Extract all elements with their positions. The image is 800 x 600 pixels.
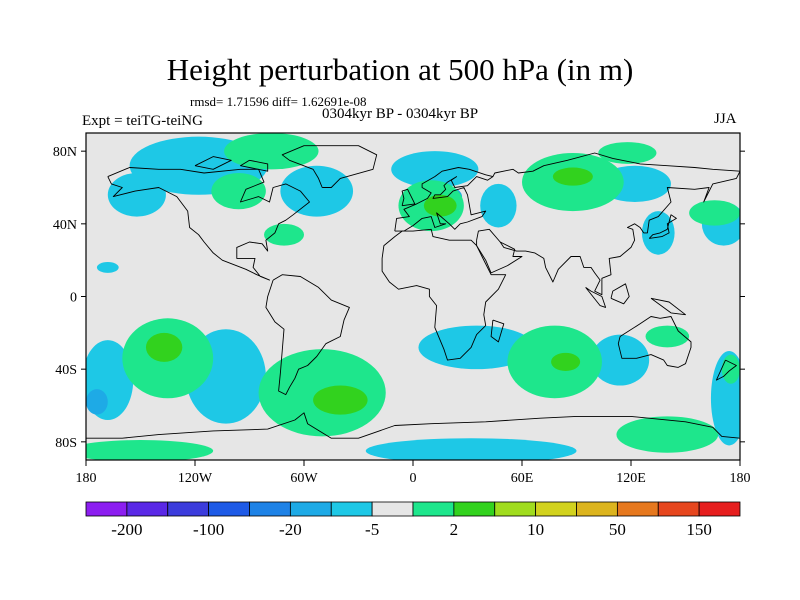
strong-positive-anomaly-region	[552, 167, 593, 186]
lon-tick-label: 60E	[511, 471, 534, 486]
lon-tick-label: 180	[730, 471, 751, 486]
coastline	[381, 228, 507, 361]
lon-tick-label: 60W	[290, 471, 318, 486]
lon-tick-label: 120E	[616, 471, 646, 486]
map-panel	[85, 132, 741, 461]
colorbar-label: -100	[193, 520, 224, 539]
coastline	[715, 359, 737, 381]
colorbar-box	[494, 501, 537, 517]
colorbar-label: -200	[111, 520, 142, 539]
coastline	[490, 319, 505, 343]
negative-anomaly-region	[418, 325, 535, 370]
colorbar-label: 150	[686, 520, 712, 539]
colorbar-box	[167, 501, 210, 517]
experiment-label: Expt = teiTG-teiNG	[82, 113, 203, 129]
coastline	[107, 167, 310, 281]
strong-positive-anomaly-region	[551, 352, 581, 371]
coastline	[476, 228, 523, 274]
strong-positive-anomaly-region	[313, 385, 368, 415]
lat-tick-label: 80S	[55, 436, 77, 451]
coastline	[239, 159, 269, 172]
positive-anomaly-region	[616, 416, 719, 453]
strong-negative-anomaly-region	[86, 389, 108, 415]
coastlines	[86, 145, 740, 439]
coastline	[610, 283, 630, 305]
colorbar-box	[371, 501, 414, 517]
positive-anomaly-region	[211, 172, 266, 210]
lon-tick-label: 0	[410, 471, 417, 486]
strong-positive-anomaly-region	[423, 194, 457, 217]
positive-anomaly-region	[598, 142, 657, 164]
axis-ticks: 80N 40N 0 40S 80S 180 120W 60W 0 60E 120E 180	[53, 145, 751, 486]
colorbar-box	[453, 501, 496, 517]
lat-tick-label: 40S	[55, 363, 77, 378]
positive-anomaly-region	[86, 440, 214, 460]
negative-anomaly-region	[391, 151, 479, 188]
colorbar-label: -5	[365, 520, 379, 539]
colorbar-label: 10	[527, 520, 544, 539]
coastline	[650, 297, 686, 316]
coastline	[86, 412, 740, 439]
colorbar-box	[85, 501, 128, 517]
positive-anomaly-region	[264, 223, 304, 246]
negative-anomaly-region	[365, 438, 577, 460]
colorbar-label: 2	[450, 520, 459, 539]
strong-positive-anomaly-region	[145, 332, 183, 362]
lat-tick-label: 80N	[53, 145, 77, 160]
negative-anomaly-region	[107, 172, 166, 217]
page-title: Height perturbation at 500 hPa (in m)	[166, 52, 634, 87]
lat-tick-label: 40N	[53, 218, 77, 233]
negative-anomaly-region	[480, 183, 517, 228]
colorbar-box	[535, 501, 577, 517]
negative-anomaly-region	[591, 334, 650, 386]
coastline	[585, 287, 607, 308]
colorbar-box	[208, 501, 250, 517]
coastline	[401, 188, 416, 207]
coastline	[265, 274, 350, 396]
colorbar-box	[576, 501, 618, 517]
colorbar-box	[330, 501, 373, 517]
colorbar: -200 -100 -20 -5 2 10 50 150	[85, 501, 741, 539]
negative-anomaly-region	[280, 165, 354, 217]
coastline	[194, 156, 232, 170]
lon-tick-label: 180	[76, 471, 97, 486]
colorbar-box	[126, 501, 169, 517]
colorbar-label: 50	[609, 520, 626, 539]
period-label: 0304kyr BP - 0304kyr BP	[322, 106, 479, 122]
positive-anomaly-region	[224, 133, 319, 170]
colorbar-box	[698, 501, 741, 517]
coastline	[281, 145, 378, 188]
colorbar-box	[249, 501, 291, 517]
colorbar-box	[289, 501, 332, 517]
perturbation-fields	[86, 133, 740, 460]
season-label: JJA	[714, 111, 737, 127]
lat-tick-label: 0	[70, 291, 77, 306]
coastline	[648, 214, 677, 239]
stats-line: rmsd= 1.71596 diff= 1.62691e-08	[190, 94, 367, 109]
coastline	[492, 152, 740, 296]
negative-anomaly-region	[96, 261, 119, 273]
coastline	[394, 167, 494, 232]
colorbar-label: -20	[279, 520, 302, 539]
positive-anomaly-region	[645, 325, 690, 348]
colorbar-box	[657, 501, 700, 517]
coastline	[617, 316, 692, 368]
lon-tick-label: 120W	[178, 471, 213, 486]
colorbar-box	[616, 501, 659, 517]
colorbar-box	[412, 501, 455, 517]
positive-anomaly-region	[689, 200, 740, 226]
